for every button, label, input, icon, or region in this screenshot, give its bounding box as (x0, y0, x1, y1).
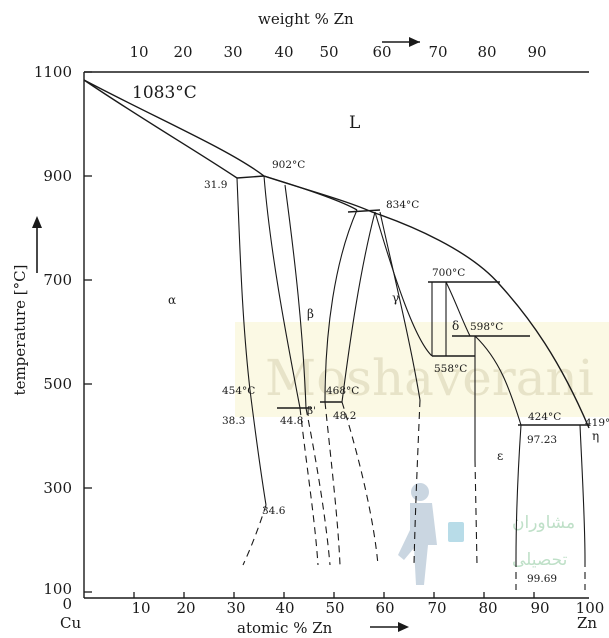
bottom-axis: 10 20 30 40 50 60 70 80 90 100 Cu Zn ato… (60, 599, 605, 637)
label-1083: 1083°C (132, 83, 197, 103)
top-tick-70: 70 (428, 43, 447, 61)
peritectic-834-line (347, 209, 381, 213)
label-700: 700°C (432, 267, 465, 279)
solidus-alpha-line (83, 79, 238, 179)
bottom-axis-title: atomic % Zn (237, 619, 333, 634)
phase-delta-label: δ (452, 319, 459, 333)
watermark-band (235, 322, 609, 417)
gamma-right-left (374, 211, 433, 357)
top-axis-arrow (382, 37, 420, 47)
bottom-tick-70: 70 (427, 599, 446, 617)
label-44-8: 44.8 (280, 415, 303, 427)
delta-left (445, 281, 471, 337)
label-558: 558°C (434, 363, 467, 375)
bottom-tick-90: 90 (530, 599, 549, 617)
left-tick-500: 500 (43, 375, 72, 393)
eta-solvus (579, 424, 586, 561)
phase-boundaries (83, 79, 590, 561)
element-cu: Cu (60, 614, 81, 632)
beta-gamma-left (324, 209, 358, 403)
beta-liquidus-solidus (263, 175, 358, 211)
dashed-extensions (242, 399, 586, 590)
top-tick-20: 20 (173, 43, 192, 61)
bottom-tick-50: 50 (325, 599, 344, 617)
bottom-tick-10: 10 (131, 599, 150, 617)
phase-eta-label: η (592, 429, 599, 443)
label-902: 902°C (272, 159, 305, 171)
label-38-3: 38.3 (222, 415, 245, 427)
watermark-text: Moshaverani (265, 349, 594, 407)
top-tick-50: 50 (319, 43, 338, 61)
axis-ticks (84, 71, 535, 598)
left-tick-700: 700 (43, 271, 72, 289)
left-axis-arrow (32, 216, 42, 273)
label-31-9: 31.9 (204, 179, 227, 191)
label-598: 598°C (470, 321, 503, 333)
phase-labels: L α β β' γ δ ε η (168, 113, 599, 463)
liquidus-line (83, 79, 590, 429)
label-424: 424°C (528, 411, 561, 423)
top-tick-60: 60 (372, 43, 391, 61)
bottom-tick-20: 20 (176, 599, 195, 617)
label-34-6: 34.6 (262, 505, 286, 517)
gamma-right-right (379, 211, 421, 401)
bottom-tick-60: 60 (375, 599, 394, 617)
epsilon-solvus (515, 424, 522, 561)
phase-epsilon-label: ε (497, 449, 503, 463)
plot-frame (83, 71, 589, 599)
watermark: Moshaverani مشاوران تحصیلی (235, 322, 609, 585)
bottom-tick-40: 40 (275, 599, 294, 617)
left-axis: 1100 900 700 500 300 100 0 temperature [… (11, 63, 72, 613)
watermark-arabic-2: تحصیلی (512, 550, 568, 570)
label-99-69: 99.69 (527, 573, 557, 585)
bottom-tick-100: 100 (576, 599, 605, 617)
left-tick-1100: 1100 (34, 63, 72, 81)
phase-gamma-label: γ (392, 291, 399, 305)
annotations: 1083°C 902°C 834°C 700°C 598°C 558°C 468… (132, 83, 609, 585)
peritectic-902-line (236, 175, 265, 179)
bottom-axis-arrow (370, 622, 409, 632)
label-454: 454°C (222, 385, 255, 397)
label-419: 419°C (585, 417, 609, 429)
top-axis: weight % Zn 10 20 30 40 50 60 70 80 90 (129, 10, 546, 61)
phase-beta-label: β (307, 307, 314, 321)
left-axis-title: temperature [°C] (11, 265, 29, 396)
top-tick-40: 40 (274, 43, 293, 61)
label-97-23: 97.23 (527, 434, 557, 446)
alpha-beta-right (284, 184, 307, 409)
phase-beta-prime-label: β' (307, 405, 316, 417)
bottom-tick-30: 30 (226, 599, 245, 617)
watermark-arabic-1: مشاوران (512, 513, 575, 533)
left-tick-100: 100 (43, 580, 72, 598)
top-tick-10: 10 (129, 43, 148, 61)
label-468: 468°C (326, 385, 359, 397)
alpha-solvus (236, 177, 267, 506)
phase-l-label: L (349, 113, 360, 133)
top-tick-80: 80 (477, 43, 496, 61)
top-axis-title: weight % Zn (258, 10, 354, 28)
top-tick-90: 90 (527, 43, 546, 61)
label-48-2: 48.2 (333, 410, 356, 422)
phase-alpha-label: α (168, 293, 176, 307)
top-tick-30: 30 (223, 43, 242, 61)
left-tick-900: 900 (43, 167, 72, 185)
watermark-figure (398, 483, 464, 585)
left-tick-300: 300 (43, 479, 72, 497)
bottom-tick-80: 80 (478, 599, 497, 617)
element-zn: Zn (577, 614, 597, 632)
epsilon-right-a (474, 335, 522, 426)
alpha-beta-left (263, 175, 301, 409)
beta-gamma-right (341, 211, 376, 403)
left-tick-0: 0 (62, 595, 72, 613)
label-834: 834°C (386, 199, 419, 211)
